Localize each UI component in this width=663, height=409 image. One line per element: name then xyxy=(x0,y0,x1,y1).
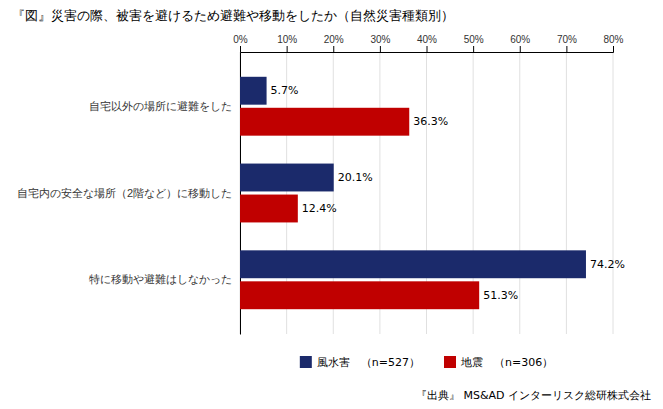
legend-item: 風水害 （n=527） xyxy=(300,356,420,369)
x-tick-mark xyxy=(333,46,334,52)
x-tick: 30% xyxy=(370,34,390,52)
title: 『図』災害の際、被害を避けるため避難や移動をしたか（自然災害種類別） xyxy=(12,8,454,23)
y-tick: 自宅内の安全な場所（2階など）に移動した xyxy=(17,187,240,199)
legend-swatch xyxy=(444,356,456,368)
x-tick-label: 80% xyxy=(603,34,623,45)
y-tick-label: 特に移動や避難はしなかった xyxy=(89,273,232,285)
y-tick-label: 自宅以外の場所に避難をした xyxy=(89,100,232,112)
x-tick: 0% xyxy=(233,34,248,52)
grid xyxy=(240,52,613,334)
x-tick-label: 40% xyxy=(417,34,437,45)
legend-label: 地震 （n=306） xyxy=(460,356,553,369)
y-tick-label: 自宅内の安全な場所（2階など）に移動した xyxy=(17,187,232,199)
bar xyxy=(240,195,298,223)
data-label: 51.3% xyxy=(483,289,518,302)
x-axis: 0% 10% 20% 30% 40% 50% 60% 70% 80% xyxy=(233,34,623,53)
y-tick: 自宅以外の場所に避難をした xyxy=(89,100,240,112)
data-label: 36.3% xyxy=(413,115,448,128)
x-tick-label: 0% xyxy=(233,34,248,45)
legend-swatch xyxy=(300,356,312,368)
x-tick: 70% xyxy=(557,34,577,52)
bars xyxy=(240,77,586,309)
x-tick-label: 20% xyxy=(324,34,344,45)
x-tick-mark xyxy=(240,46,241,52)
bar xyxy=(240,77,267,105)
y-tick: 特に移動や避難はしなかった xyxy=(89,273,240,285)
x-tick-mark xyxy=(566,46,567,52)
x-axis-line xyxy=(241,46,614,53)
x-tick-mark xyxy=(287,46,288,52)
legend-item: 地震 （n=306） xyxy=(444,356,553,369)
x-tick: 20% xyxy=(324,34,344,52)
data-label: 12.4% xyxy=(302,202,337,215)
x-tick-mark xyxy=(473,46,474,52)
grid-line xyxy=(613,52,614,334)
bar xyxy=(240,108,409,136)
x-tick-label: 70% xyxy=(557,34,577,45)
data-labels: 5.7% 20.1% 74.2% 36.3% 12.4% 51.3% xyxy=(271,84,625,302)
data-label: 20.1% xyxy=(338,171,373,184)
x-tick-mark xyxy=(520,46,521,52)
legend: 風水害 （n=527） 地震 （n=306） xyxy=(300,356,553,369)
x-tick: 50% xyxy=(464,34,484,52)
chart: 『図』災害の際、被害を避けるため避難や移動をしたか（自然災害種類別） 0% 10% 2… xyxy=(0,0,663,409)
x-tick: 80% xyxy=(603,34,623,52)
bar xyxy=(240,250,586,278)
source: 『出典』 MS&AD インターリスク総研株式会社 xyxy=(416,389,651,402)
x-tick-mark xyxy=(380,46,381,52)
y-axis: 自宅以外の場所に避難をした自宅内の安全な場所（2階など）に移動した特に移動や避難… xyxy=(17,53,241,335)
grid-line xyxy=(566,52,567,334)
x-tick-label: 30% xyxy=(370,34,390,45)
x-tick-label: 50% xyxy=(464,34,484,45)
x-tick-label: 10% xyxy=(277,34,297,45)
x-tick: 40% xyxy=(417,34,437,52)
grid-line xyxy=(519,52,520,334)
data-label: 5.7% xyxy=(271,84,299,97)
x-tick: 10% xyxy=(277,34,297,52)
x-tick-label: 60% xyxy=(510,34,530,45)
plot: 0%10%20%30%40%50%60%70%80%自宅以外の場所に避難をした自… xyxy=(17,34,625,335)
bar xyxy=(240,164,334,192)
x-tick-mark xyxy=(427,46,428,52)
legend-label: 風水害 （n=527） xyxy=(317,356,420,369)
bar xyxy=(240,281,479,309)
x-tick: 60% xyxy=(510,34,530,52)
x-tick-mark xyxy=(613,46,614,52)
data-label: 74.2% xyxy=(590,258,625,271)
